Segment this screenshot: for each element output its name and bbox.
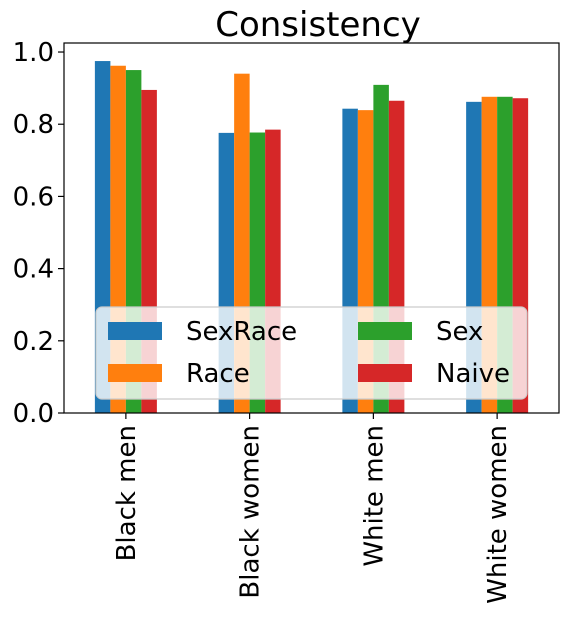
y-tick-label: 0.4	[13, 255, 54, 285]
x-tick-label: White men	[359, 425, 389, 567]
chart-title: Consistency	[215, 5, 421, 45]
legend-label-sexrace: SexRace	[186, 317, 297, 347]
y-tick-label: 0.8	[13, 110, 54, 140]
x-tick-label: White women	[483, 425, 513, 604]
y-axis: 0.0 0.2 0.4 0.6 0.8 1.0	[13, 38, 64, 429]
legend-box	[95, 306, 528, 400]
x-axis: Black men Black women White men White women	[112, 413, 513, 604]
legend-label-race: Race	[186, 359, 250, 389]
y-tick-label: 0.0	[13, 399, 54, 429]
legend-swatch-sexrace	[108, 322, 162, 340]
y-tick-label: 0.2	[13, 327, 54, 357]
legend-label-naive: Naive	[436, 359, 510, 389]
x-tick-label: Black men	[112, 425, 142, 561]
x-tick-label: Black women	[236, 425, 266, 599]
legend-swatch-sex	[358, 322, 412, 340]
y-tick-label: 1.0	[13, 38, 54, 68]
legend: SexRace Race Sex Naive	[95, 306, 528, 400]
plot-area-frame	[63, 42, 560, 414]
legend-swatch-race	[108, 364, 162, 382]
legend-label-sex: Sex	[436, 317, 483, 347]
legend-swatch-naive	[358, 364, 412, 382]
y-tick-label: 0.6	[13, 182, 54, 212]
